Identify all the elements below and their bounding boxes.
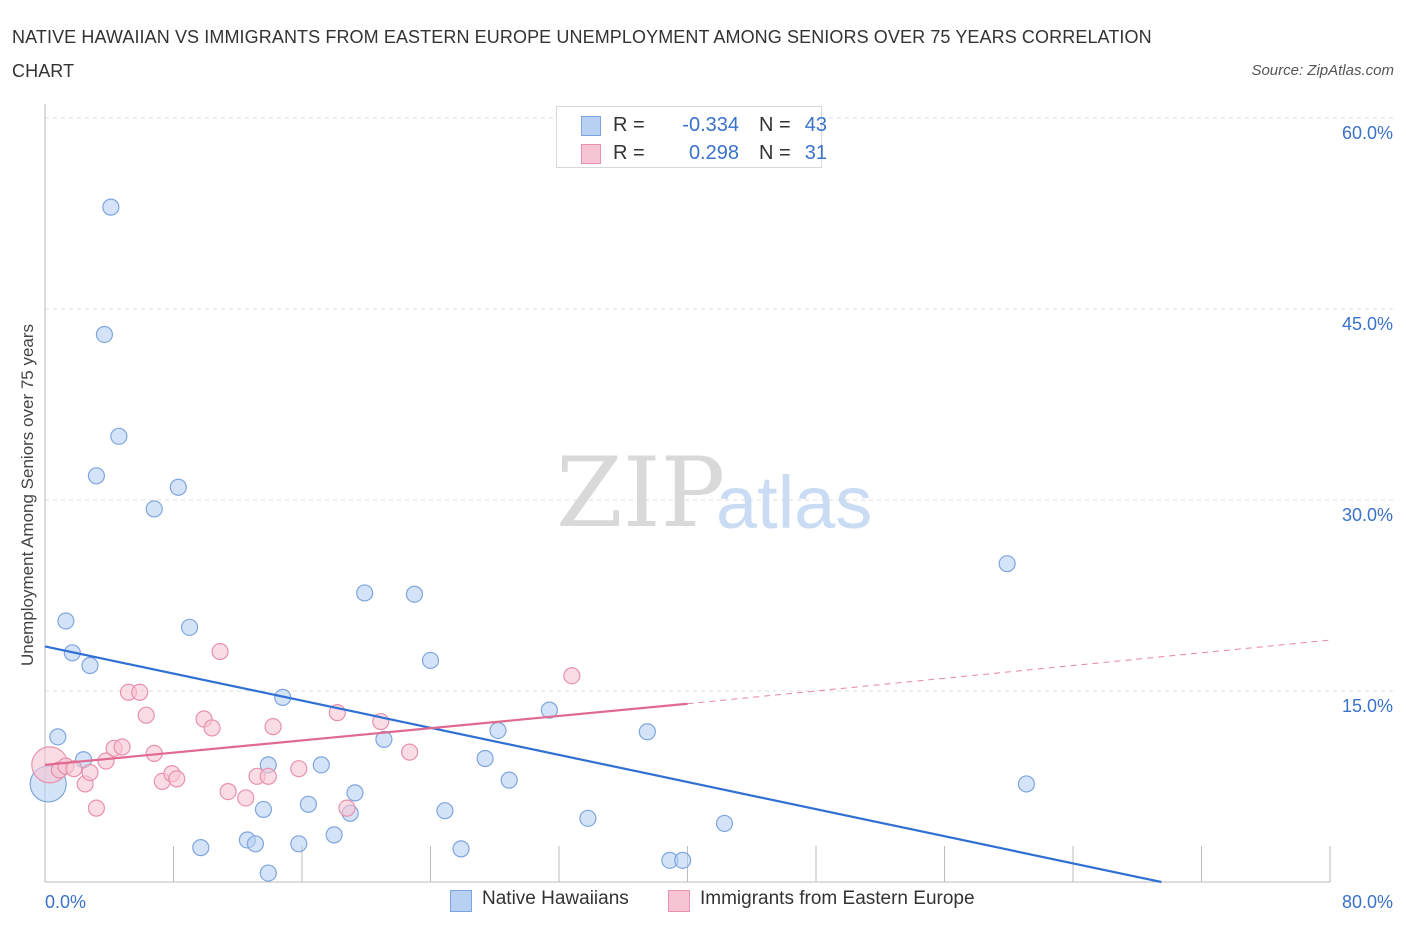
n-label: N = [759,142,791,164]
r-label: R = [613,142,645,164]
legend-label: Immigrants from Eastern Europe [700,888,975,909]
x-tick-label: 0.0% [45,892,86,912]
native-hawaiian-point [57,612,75,630]
eastern-europe-point [97,752,115,770]
trend-lines [44,639,1331,884]
native-hawaiian-point [145,500,163,518]
native-hawaiian-point [110,427,128,445]
native-hawaiian-point [81,656,99,675]
native-hawaiian-point [489,721,507,740]
eastern-europe-point [211,642,229,661]
native-hawaiian-point [356,584,374,602]
eastern-europe-point [338,799,356,817]
native-hawaiian-point [290,835,308,853]
native-hawaiian-point [436,802,454,820]
native-hawaiian-point [192,839,210,857]
native-hawaiian-point [95,325,114,344]
native-hawaiian-point [259,864,277,882]
native-hawaiian-point [87,467,106,485]
eastern-europe-trend-line [44,702,688,766]
y-tick-label: 60.0% [1342,123,1393,143]
native-hawaiian-point [452,840,470,858]
r-label: R = [613,114,645,136]
source-label: Source: ZipAtlas.com [1251,62,1394,79]
native-hawaiian-point [638,723,656,741]
native-hawaiian-point [312,756,330,774]
native-hawaiian-point [102,198,120,216]
r-value: -0.334 [682,114,739,136]
native-hawaiian-point [421,651,440,670]
blue-swatch [450,890,472,912]
chart-title: NATIVE HAWAIIAN VS IMMIGRANTS FROM EASTE… [12,27,1152,81]
eastern-europe-point [81,763,99,782]
eastern-europe-point [259,767,277,785]
native-hawaiian-point [579,809,597,827]
native-hawaiian-point [346,784,364,802]
y-tick-label: 30.0% [1342,505,1393,525]
pink-swatch [668,890,690,912]
blue-swatch [581,116,601,136]
native-hawaiian-point [246,835,265,853]
native-hawaiian-point [500,771,518,789]
native-hawaiian-point [998,555,1016,573]
watermark-atlas: atlas [716,461,872,544]
eastern-europe-point [168,770,186,788]
eastern-europe-point [237,789,255,807]
eastern-europe-point [290,760,308,778]
eastern-europe-point [113,738,131,756]
native-hawaiian-point [169,478,187,496]
eastern-europe-trend-extension [687,639,1331,705]
native-hawaiian-point [1017,775,1036,793]
tick-labels: 15.0% 30.0% 45.0% 60.0% 0.0% 80.0% [45,123,1393,912]
y-tick-label: 45.0% [1342,314,1393,334]
n-value: 43 [804,114,827,136]
native-hawaiian-point [325,826,343,844]
native-hawaiian-point [540,701,558,719]
native-hawaiian-point [375,730,393,748]
watermark: ZIP atlas [556,437,872,549]
native-hawaiian-point [180,618,199,636]
n-label: N = [759,114,791,136]
native-hawaiian-point [49,728,67,746]
data-points [29,198,1036,882]
native-hawaiian-point [254,800,273,819]
native-hawaiian-trend-line [44,645,1162,884]
native-hawaiian-point [715,814,734,833]
eastern-europe-point [563,667,581,685]
native-hawaiian-point [299,795,318,813]
r-value: 0.298 [688,142,739,164]
eastern-europe-point [87,799,106,817]
eastern-europe-point [203,719,221,737]
eastern-europe-point [401,743,419,761]
eastern-europe-point [131,683,149,701]
native-hawaiian-point [674,851,692,869]
correlation-legend: R = -0.334 N = 43 R = 0.298 N = 31 [556,106,827,168]
native-hawaiian-point [476,749,494,768]
x-tick-label: 80.0% [1342,892,1393,912]
y-tick-label: 15.0% [1342,696,1393,716]
watermark-zip: ZIP [556,437,725,549]
eastern-europe-point [219,782,237,801]
eastern-europe-point [264,718,282,736]
grid-lines [45,117,1395,692]
legend-label: Native Hawaiians [482,888,629,909]
eastern-europe-point [137,706,155,724]
eastern-europe-point [65,760,83,778]
native-hawaiian-point [405,585,424,603]
n-value: 31 [804,142,827,164]
pink-swatch [581,144,601,164]
